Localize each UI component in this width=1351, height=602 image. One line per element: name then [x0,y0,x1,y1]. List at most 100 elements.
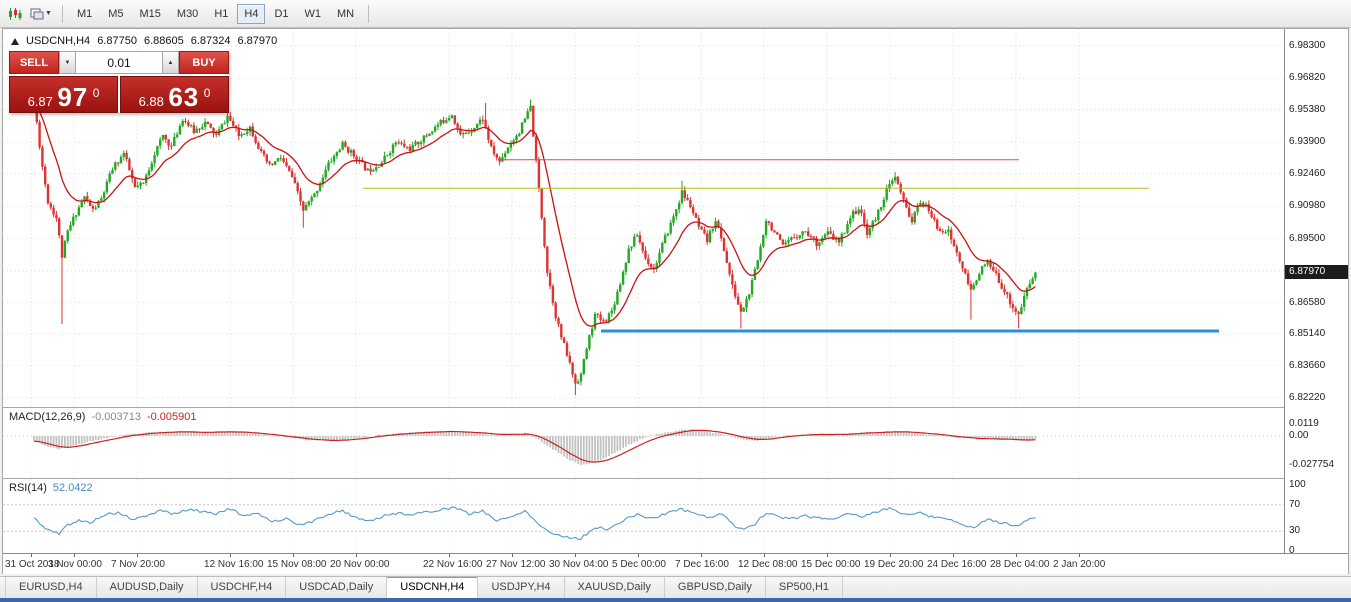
time-axis-tick [449,554,450,557]
time-axis-tick [137,554,138,557]
price-axis-label: 6.95380 [1289,103,1326,115]
tab-usdcnh-h4[interactable]: USDCNH,H4 [387,577,479,598]
buy-price-pips: 63 [168,82,200,112]
timeframe-h4-button[interactable]: H4 [237,3,266,24]
toolbar: ▼ M1 M5 M15 M30 H1 H4 D1 W1 MN [0,0,1351,28]
time-axis-label: 19 Dec 20:00 [864,559,924,570]
rsi-axis-label: 100 [1289,479,1306,490]
bottom-scrollbar[interactable] [0,598,1351,602]
time-axis-tick [890,554,891,557]
macd-label: MACD(12,26,9) -0.003713 -0.005901 [9,411,197,423]
macd-name: MACD(12,26,9) [9,411,86,423]
time-axis[interactable]: 31 Oct 2018 3 Nov 00:00 7 Nov 20:00 12 Nov … [3,553,1348,574]
timeframe-m15-button[interactable]: M15 [133,4,168,24]
time-axis-label: 22 Nov 16:00 [423,559,483,570]
macd-svg[interactable] [3,408,1284,478]
timeframe-m30-button[interactable]: M30 [170,4,205,24]
candlestick-chart-icon [9,7,22,20]
chart-layout-button[interactable]: ▼ [26,3,56,25]
time-axis-label: 27 Nov 12:00 [486,559,546,570]
macd-axis-label: 0.0119 [1289,417,1319,429]
price-axis-label: 6.82220 [1289,391,1326,403]
price-axis-label: 6.96820 [1289,72,1326,84]
chart-header: USDCNH,H4 6.87750 6.88605 6.87324 6.8797… [11,35,277,47]
rsi-svg[interactable] [3,479,1284,553]
buy-price-bigfigure: 6.88 [138,94,164,109]
time-axis-tick [230,554,231,557]
sell-button[interactable]: SELL [9,51,59,74]
tab-usdjpy-h4[interactable]: USDJPY,H4 [478,577,565,598]
tab-gbpusd-daily[interactable]: GBPUSD,Daily [665,577,766,598]
tab-sp500-h1[interactable]: SP500,H1 [766,577,844,598]
time-axis-label: 24 Dec 16:00 [927,559,987,570]
volume-increase-button[interactable]: ▲ [162,51,179,74]
tab-usdchf-h4[interactable]: USDCHF,H4 [198,577,287,598]
price-axis-label: 6.93900 [1289,136,1326,148]
trade-prices-row: 6.87 97 0 6.88 63 0 [9,76,229,113]
timeframe-h1-button[interactable]: H1 [207,4,235,24]
time-axis-label: 12 Dec 08:00 [738,559,798,570]
rsi-name: RSI(14) [9,482,47,494]
chart-type-button[interactable] [4,3,26,25]
tab-usdcad-daily[interactable]: USDCAD,Daily [286,577,388,598]
ohlc-close: 6.87970 [237,35,278,47]
timeframe-m5-button[interactable]: M5 [101,4,130,24]
time-axis-tick [1016,554,1017,557]
tab-audusd-daily[interactable]: AUDUSD,Daily [97,577,198,598]
time-axis-label: 28 Dec 04:00 [990,559,1050,570]
buy-price-pipette: 0 [203,86,211,100]
price-axis-label: 6.92460 [1289,167,1326,179]
time-axis-tick [512,554,513,557]
rsi-panel-splitter[interactable] [3,478,1348,479]
tab-xauusd-daily[interactable]: XAUUSD,Daily [565,577,665,598]
rsi-axis-label: 0 [1289,545,1295,556]
symbol-tabbar: EURUSD,H4 AUDUSD,Daily USDCHF,H4 USDCAD,Dai… [0,576,1351,598]
price-axis-label: 6.86580 [1289,296,1326,308]
ohlc-high: 6.88605 [143,35,184,47]
rsi-value: 52.0422 [52,482,93,494]
time-axis-label: 7 Nov 20:00 [111,559,165,570]
sell-price-display[interactable]: 6.87 97 0 [9,76,118,113]
time-axis-tick [953,554,954,557]
sell-price-pipette: 0 [92,86,100,100]
rsi-axis-label: 70 [1289,498,1301,510]
timeframe-w1-button[interactable]: W1 [298,4,329,24]
dropdown-caret-icon[interactable]: ▼ [45,10,52,17]
current-price-tag: 6.87970 [1285,265,1348,280]
time-axis-label: 7 Dec 16:00 [675,559,729,570]
time-axis-tick [356,554,357,557]
timeframe-d1-button[interactable]: D1 [267,4,295,24]
price-axis-label: 6.83660 [1289,360,1326,372]
price-axis[interactable]: 6.87970 6.98300 6.96820 6.95380 6.93900 6.92… [1284,29,1348,556]
layout-icon [30,8,44,19]
time-axis-tick [638,554,639,557]
time-axis-tick [827,554,828,557]
tab-eurusd-h4[interactable]: EURUSD,H4 [5,577,97,598]
price-axis-label: 6.89500 [1289,232,1326,244]
macd-value-signal: -0.005901 [146,411,197,423]
macd-panel-splitter[interactable] [3,407,1348,408]
time-axis-label: 3 Nov 00:00 [48,559,102,570]
timeframe-m1-button[interactable]: M1 [70,4,99,24]
buy-price-display[interactable]: 6.88 63 0 [120,76,229,113]
volume-decrease-button[interactable]: ▼ [59,51,76,74]
time-axis-tick [74,554,75,557]
time-axis-tick [293,554,294,557]
sell-price-bigfigure: 6.87 [27,94,53,109]
time-axis-label: 5 Dec 00:00 [612,559,666,570]
macd-value-main: -0.003713 [91,411,141,423]
macd-axis-label: -0.027754 [1289,459,1335,471]
timeframe-mn-button[interactable]: MN [330,4,361,24]
buy-button[interactable]: BUY [179,51,229,74]
ohlc-open: 6.87750 [97,35,137,47]
time-axis-label: 31 Oct 2018 [5,559,60,570]
rsi-label: RSI(14) 52.0422 [9,482,93,494]
time-axis-tick [575,554,576,557]
trade-controls-row: SELL ▼ ▲ BUY [9,51,229,74]
volume-input[interactable] [76,51,162,74]
one-click-trading-panel: SELL ▼ ▲ BUY 6.87 97 0 6.88 63 0 [9,51,229,113]
time-axis-label: 2 Jan 20:00 [1053,559,1106,570]
timeframe-bar: M1 M5 M15 M30 H1 H4 D1 W1 MN [69,3,362,24]
main-chart-svg[interactable] [3,29,1284,407]
